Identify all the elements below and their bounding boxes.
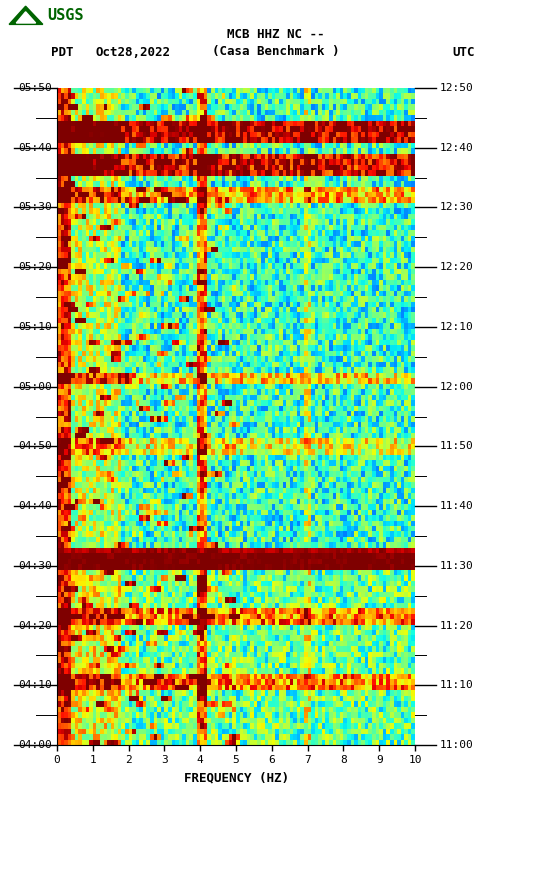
Text: 04:00: 04:00: [18, 740, 52, 750]
Text: 11:30: 11:30: [440, 561, 474, 571]
Text: 11:10: 11:10: [440, 681, 474, 690]
Text: 04:30: 04:30: [18, 561, 52, 571]
X-axis label: FREQUENCY (HZ): FREQUENCY (HZ): [183, 771, 289, 784]
Text: 12:40: 12:40: [440, 143, 474, 153]
Text: 04:40: 04:40: [18, 501, 52, 511]
Text: 11:40: 11:40: [440, 501, 474, 511]
Polygon shape: [17, 12, 36, 23]
Text: 05:30: 05:30: [18, 202, 52, 212]
Polygon shape: [9, 6, 43, 24]
Text: 04:50: 04:50: [18, 442, 52, 451]
Text: 11:20: 11:20: [440, 621, 474, 631]
Text: MCB HHZ NC --: MCB HHZ NC --: [227, 29, 325, 42]
Text: 04:10: 04:10: [18, 681, 52, 690]
Text: Oct28,2022: Oct28,2022: [95, 45, 171, 59]
Text: 05:40: 05:40: [18, 143, 52, 153]
Text: 05:50: 05:50: [18, 83, 52, 93]
Text: (Casa Benchmark ): (Casa Benchmark ): [213, 45, 339, 59]
Text: 05:00: 05:00: [18, 382, 52, 392]
Text: 05:10: 05:10: [18, 322, 52, 332]
Text: 11:00: 11:00: [440, 740, 474, 750]
Text: 12:00: 12:00: [440, 382, 474, 392]
Text: 05:20: 05:20: [18, 262, 52, 272]
Text: 11:50: 11:50: [440, 442, 474, 451]
Text: UTC: UTC: [453, 45, 475, 59]
Text: 12:20: 12:20: [440, 262, 474, 272]
Text: PDT: PDT: [51, 45, 74, 59]
Text: 12:50: 12:50: [440, 83, 474, 93]
Text: 12:10: 12:10: [440, 322, 474, 332]
Text: USGS: USGS: [47, 8, 84, 23]
Text: 04:20: 04:20: [18, 621, 52, 631]
Text: 12:30: 12:30: [440, 202, 474, 212]
